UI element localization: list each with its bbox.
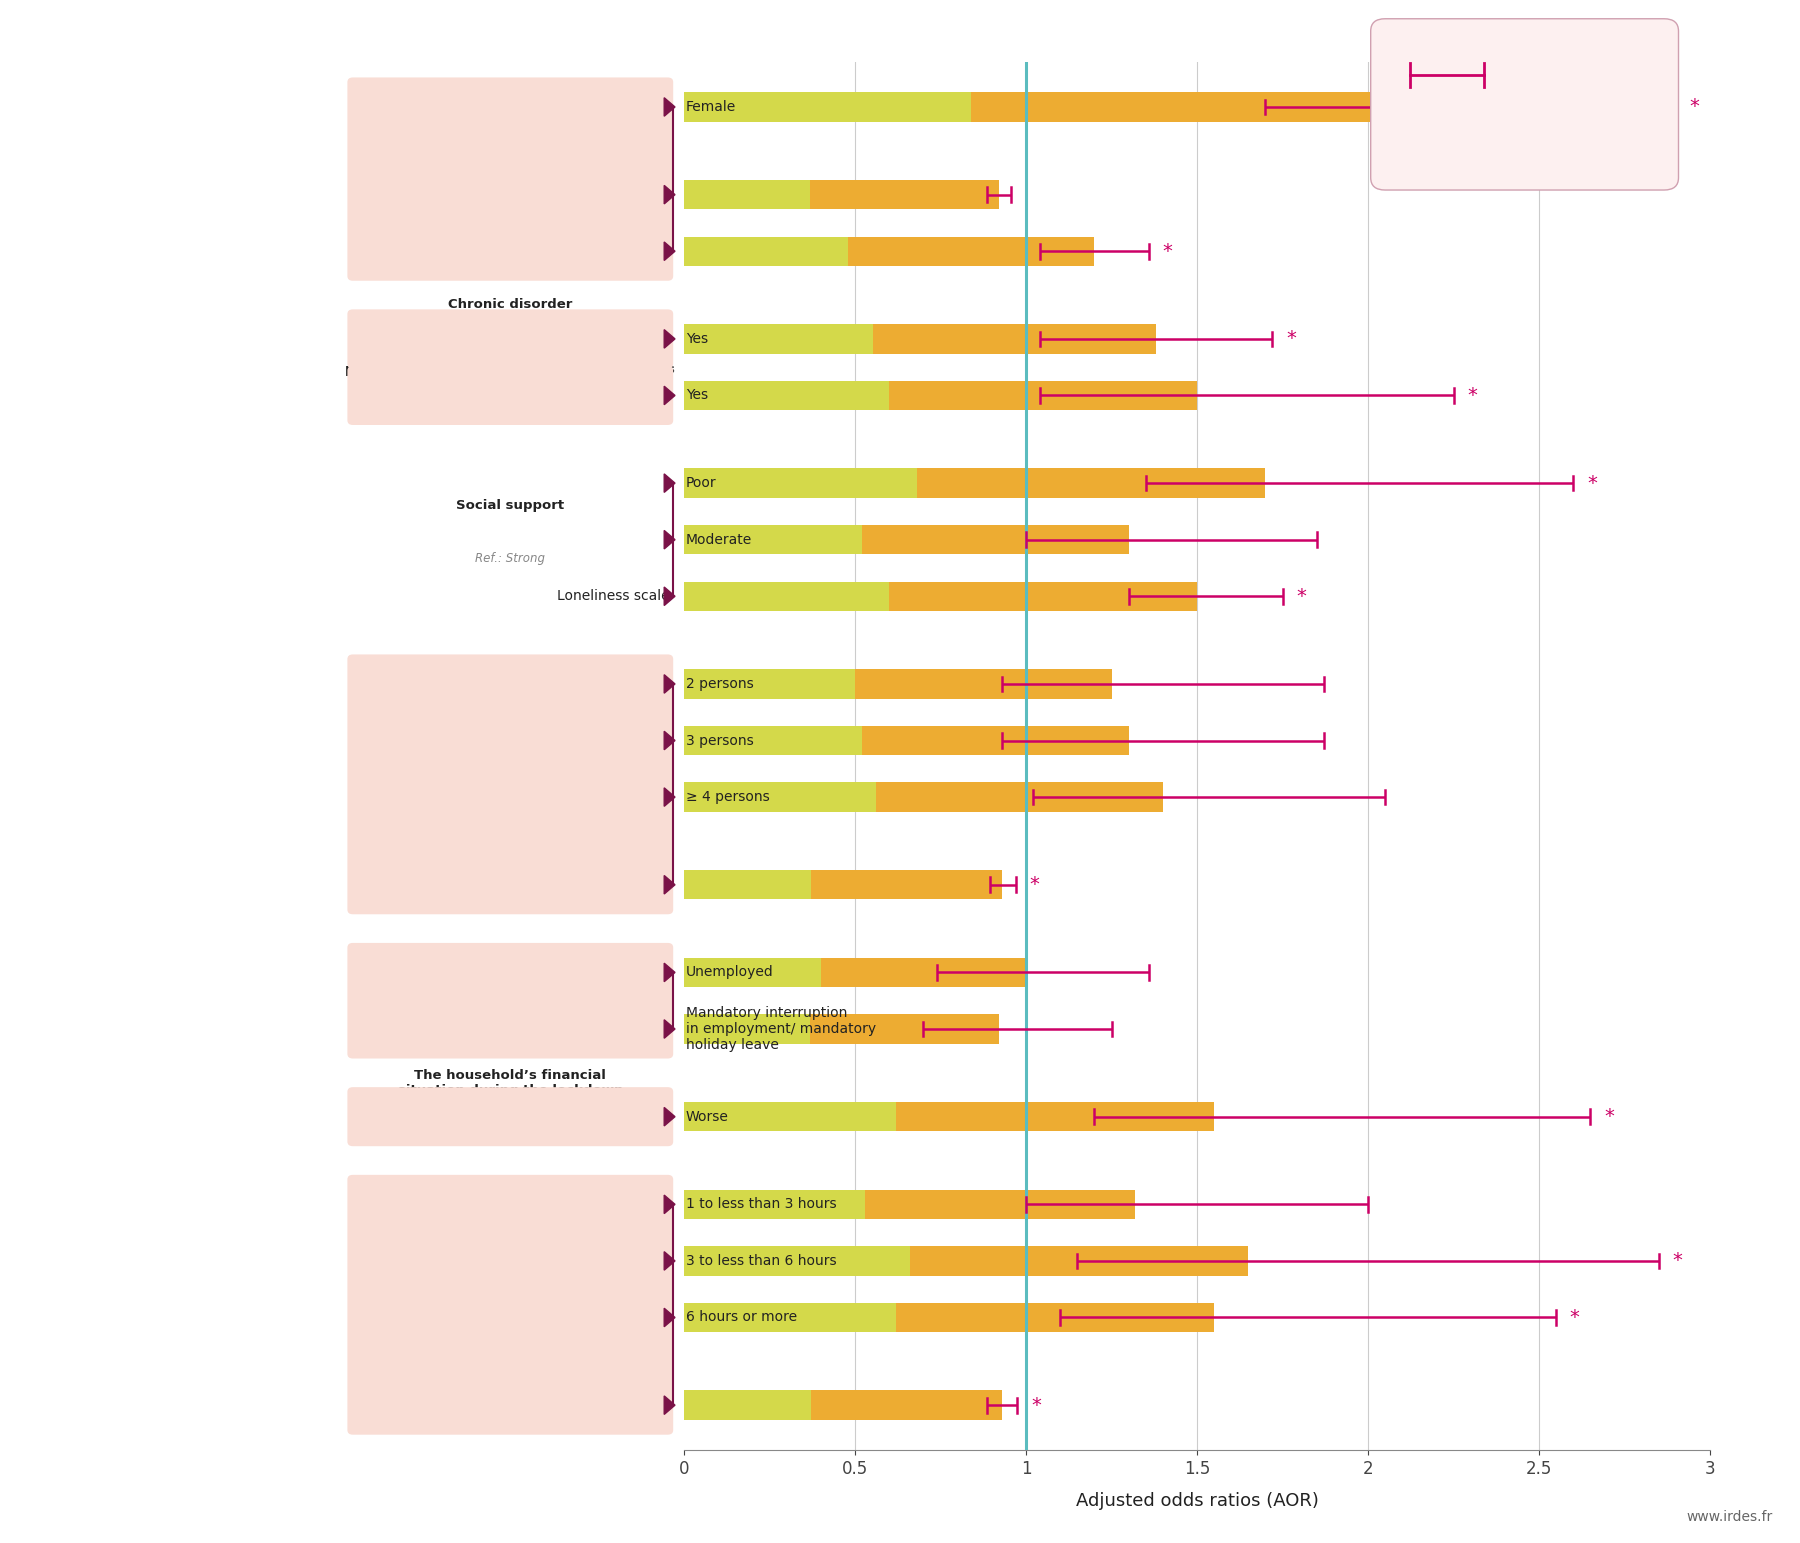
Text: Employment
situation during
the lockdown: Employment situation during the lockdown	[450, 946, 571, 988]
Bar	[684, 782, 1163, 812]
Bar	[684, 1014, 999, 1043]
Bar	[684, 725, 1129, 755]
Text: Ref.: less than one hour: Ref.: less than one hour	[439, 1316, 581, 1330]
Text: Unemployed: Unemployed	[686, 966, 774, 980]
Text: 1 to less than 3 hours: 1 to less than 3 hours	[686, 1197, 837, 1211]
Bar	[896, 1102, 1215, 1131]
Bar	[862, 725, 1129, 755]
Bar	[684, 525, 1129, 554]
Bar	[896, 1302, 1215, 1332]
Text: *: *	[1296, 586, 1307, 606]
Bar	[855, 670, 1112, 699]
Bar	[889, 381, 1197, 410]
Text: Consultation with a mental health
professional in the previous twelve  months: Consultation with a mental health profes…	[346, 347, 675, 375]
Text: 2 persons: 2 persons	[686, 677, 754, 691]
Bar	[909, 1247, 1249, 1276]
Bar	[821, 958, 1026, 988]
Text: *: *	[1285, 329, 1296, 349]
Text: Chronic disorder: Chronic disorder	[448, 298, 572, 312]
Bar	[684, 1190, 1136, 1219]
Text: Worse: Worse	[686, 1109, 729, 1123]
Bar	[812, 870, 1003, 900]
Text: Number of persons in the
household under lockdown: Number of persons in the household under…	[409, 736, 612, 764]
Bar	[864, 1190, 1136, 1219]
Bar	[873, 324, 1156, 353]
Text: P-value lower than
0.05: P-value lower than 0.05	[1498, 122, 1622, 151]
Bar	[684, 469, 1265, 498]
Bar	[684, 582, 1197, 611]
Bar	[684, 870, 1003, 900]
Bar	[684, 1102, 1213, 1131]
Bar	[916, 469, 1265, 498]
Bar	[848, 236, 1094, 265]
Text: Ref.: Male: Ref.: Male	[481, 191, 540, 204]
X-axis label: Adjusted odds ratios (AOR): Adjusted odds ratios (AOR)	[1076, 1492, 1318, 1511]
Text: Moderate: Moderate	[686, 532, 752, 546]
Text: *: *	[1031, 1396, 1040, 1415]
Bar	[684, 1302, 1213, 1332]
Text: Social support: Social support	[455, 500, 565, 512]
Text: Time spent every day
on social networks: Time spent every day on social networks	[430, 1258, 590, 1285]
Text: Ref.: Stable or improved: Ref.: Stable or improved	[439, 1128, 581, 1142]
Text: The household’s financial
situation during the lockdown: The household’s financial situation duri…	[398, 1069, 623, 1097]
Text: 3 to less than 6 hours: 3 to less than 6 hours	[686, 1254, 837, 1268]
Text: *: *	[1030, 875, 1039, 895]
Text: *: *	[1672, 1251, 1683, 1270]
Text: *: *	[1604, 1108, 1615, 1126]
Bar	[684, 1390, 1003, 1420]
Bar	[684, 181, 999, 210]
Bar	[684, 958, 1026, 988]
Bar	[684, 236, 1094, 265]
Text: 3 persons: 3 persons	[686, 733, 754, 747]
Text: Mandatory interruption
in employment/ mandatory
holiday leave: Mandatory interruption in employment/ ma…	[686, 1006, 877, 1052]
Bar	[684, 93, 1402, 122]
Text: *: *	[1570, 1308, 1580, 1327]
Text: www.irdes.fr: www.irdes.fr	[1687, 1511, 1773, 1524]
Text: Score of exposure to the virus: Score of exposure to the virus	[461, 244, 670, 258]
Text: Ref.: No evolution or stable: Ref.: No evolution or stable	[430, 1012, 590, 1026]
Text: Female: Female	[686, 100, 736, 114]
Bar	[684, 670, 1112, 699]
Bar	[684, 381, 1197, 410]
Text: Yes: Yes	[686, 389, 707, 403]
Bar	[810, 181, 999, 210]
Text: Living space available per occupant
of the household during lockdown (m²): Living space available per occupant of t…	[400, 870, 670, 900]
Bar	[875, 782, 1163, 812]
Bar	[812, 1390, 1003, 1420]
Text: Yes: Yes	[686, 332, 707, 346]
Text: *: *	[1467, 386, 1478, 404]
Text: *: *	[1690, 97, 1699, 116]
Text: Age: Age	[643, 188, 670, 202]
Bar	[889, 582, 1197, 611]
Text: 95% Confidence
intervals: 95% Confidence intervals	[1498, 62, 1607, 89]
Text: Loneliness scale: Loneliness scale	[556, 589, 670, 603]
Bar	[684, 324, 1156, 353]
Bar	[972, 93, 1402, 122]
Bar	[684, 1247, 1249, 1276]
Text: 6 hours or more: 6 hours or more	[686, 1310, 797, 1324]
Text: Gender: Gender	[482, 139, 538, 151]
Text: *: *	[1438, 127, 1447, 147]
Text: Ref.: Strong: Ref.: Strong	[475, 552, 545, 565]
Text: Ref.: 1 person: Ref.: 1 person	[470, 796, 551, 810]
Text: *: *	[1163, 242, 1172, 261]
Text: Ref.: No: Ref.: No	[488, 350, 533, 364]
Text: Continuation of  leisure activities score: Continuation of leisure activities score	[400, 1398, 670, 1412]
Text: ≥ 4 persons: ≥ 4 persons	[686, 790, 770, 804]
Text: *: *	[1588, 474, 1597, 492]
Bar	[862, 525, 1129, 554]
Bar	[810, 1014, 999, 1043]
Text: Poor: Poor	[686, 477, 716, 491]
Text: Ref.: No: Ref.: No	[488, 407, 533, 421]
